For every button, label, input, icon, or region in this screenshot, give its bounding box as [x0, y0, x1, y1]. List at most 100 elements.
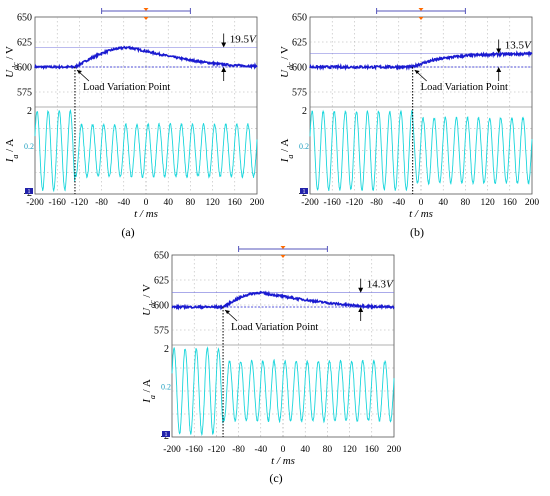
y-axis-label-udc: Udc / V — [141, 284, 157, 316]
x-tick-label: 0 — [419, 198, 424, 208]
y-tick-label: 2 — [27, 106, 32, 117]
trigger-marker — [418, 8, 424, 11]
y-tick-label: 600 — [154, 301, 169, 312]
trigger-marker — [418, 17, 424, 20]
y-axis-label-ia: Ia / A — [4, 139, 20, 164]
x-tick-label: -80 — [370, 198, 383, 208]
x-tick-label: -40 — [254, 445, 267, 455]
channel-marker — [300, 188, 308, 194]
channel-marker-label: 1 — [165, 432, 168, 438]
x-tick-label: 80 — [323, 445, 333, 455]
panel-caption: (a) — [121, 225, 134, 239]
y-tick-label: 650 — [292, 13, 307, 24]
x-tick-label: 160 — [365, 445, 380, 455]
zero-marker-label: 0.2 — [299, 142, 309, 151]
x-tick-label: -200 — [26, 198, 44, 208]
channel-marker-label: 1 — [28, 189, 31, 195]
y-tick-label: 575 — [17, 88, 32, 99]
x-tick-label: -80 — [232, 445, 245, 455]
delta-label: 19.5V — [230, 34, 257, 46]
x-tick-label: 80 — [186, 198, 196, 208]
x-tick-label: 160 — [503, 198, 518, 208]
y-tick-label: 650 — [17, 13, 32, 24]
x-tick-label: 120 — [205, 198, 220, 208]
x-tick-label: -200 — [163, 445, 181, 455]
x-tick-label: -120 — [71, 198, 89, 208]
x-tick-label: 120 — [342, 445, 357, 455]
panel-caption: (c) — [269, 471, 282, 485]
panel-caption: (b) — [410, 225, 424, 239]
delta-label: 13.5V — [505, 40, 532, 52]
zero-marker-label: 0.2 — [161, 382, 171, 391]
y-tick-label: 600 — [17, 63, 32, 74]
y-tick-label: 600 — [292, 63, 307, 74]
x-tick-label: -160 — [48, 198, 66, 208]
x-tick-label: -120 — [346, 198, 364, 208]
delta-label: 14.3V — [367, 279, 394, 291]
trigger-marker — [143, 8, 149, 11]
channel-marker — [25, 188, 33, 194]
x-tick-label: -40 — [117, 198, 130, 208]
annotation-label: Load Variation Point — [421, 82, 508, 93]
x-axis-label: t / ms — [134, 208, 158, 220]
delta-arrowhead-top — [221, 42, 227, 48]
x-tick-label: 0 — [281, 445, 286, 455]
x-tick-label: 40 — [438, 198, 448, 208]
ia-series-line — [34, 109, 258, 193]
y-axis-label-ia: Ia / A — [141, 379, 157, 404]
annotation-label: Load Variation Point — [83, 82, 170, 93]
annotation-arrowhead — [76, 70, 82, 74]
y-tick-label: 625 — [292, 38, 307, 49]
y-axis-label-ia: Ia / A — [279, 139, 295, 164]
x-axis-label: t / ms — [271, 455, 295, 467]
x-tick-label: 200 — [525, 198, 540, 208]
y-axis-label-udc: Udc / V — [279, 46, 295, 78]
y-tick-label: 625 — [154, 276, 169, 287]
ia-series-line — [171, 346, 395, 437]
y-tick-label: 2 — [164, 344, 169, 355]
annotation-arrowhead — [414, 70, 420, 74]
x-tick-label: 120 — [480, 198, 495, 208]
y-tick-label: 575 — [154, 326, 169, 337]
delta-arrowhead-bottom — [496, 67, 502, 72]
y-axis-label-udc: Udc / V — [4, 46, 20, 78]
y-tick-label: 650 — [154, 251, 169, 262]
x-tick-label: 160 — [228, 198, 243, 208]
delta-arrowhead-bottom — [221, 67, 227, 72]
x-tick-label: 0 — [144, 198, 149, 208]
y-tick-label: 625 — [17, 38, 32, 49]
udc-series-line — [34, 45, 258, 71]
x-tick-label: -160 — [323, 198, 341, 208]
udc-series-line — [171, 290, 395, 311]
x-tick-label: -200 — [301, 198, 319, 208]
delta-arrowhead-bottom — [358, 307, 364, 312]
annotation-arrowhead — [225, 310, 231, 314]
x-tick-label: -80 — [95, 198, 108, 208]
x-tick-label: -160 — [185, 445, 203, 455]
delta-arrowhead-top — [358, 287, 364, 293]
annotation-label: Load Variation Point — [231, 322, 318, 333]
x-tick-label: 40 — [163, 198, 173, 208]
trigger-marker — [143, 17, 149, 20]
x-tick-label: 40 — [300, 445, 310, 455]
x-tick-label: -40 — [392, 198, 405, 208]
trigger-marker — [280, 255, 286, 258]
ia-series-line — [309, 109, 533, 192]
udc-series-line — [309, 50, 533, 71]
channel-marker — [162, 431, 170, 437]
y-tick-label: 575 — [292, 88, 307, 99]
x-tick-label: 80 — [461, 198, 471, 208]
x-tick-label: -120 — [208, 445, 226, 455]
x-tick-label: 200 — [387, 445, 402, 455]
zero-marker-label: 0.2 — [24, 142, 34, 151]
x-tick-label: 200 — [250, 198, 265, 208]
delta-arrowhead-top — [496, 48, 502, 54]
channel-marker-label: 1 — [303, 189, 306, 195]
trigger-marker — [280, 246, 286, 249]
y-tick-label: 2 — [302, 106, 307, 117]
